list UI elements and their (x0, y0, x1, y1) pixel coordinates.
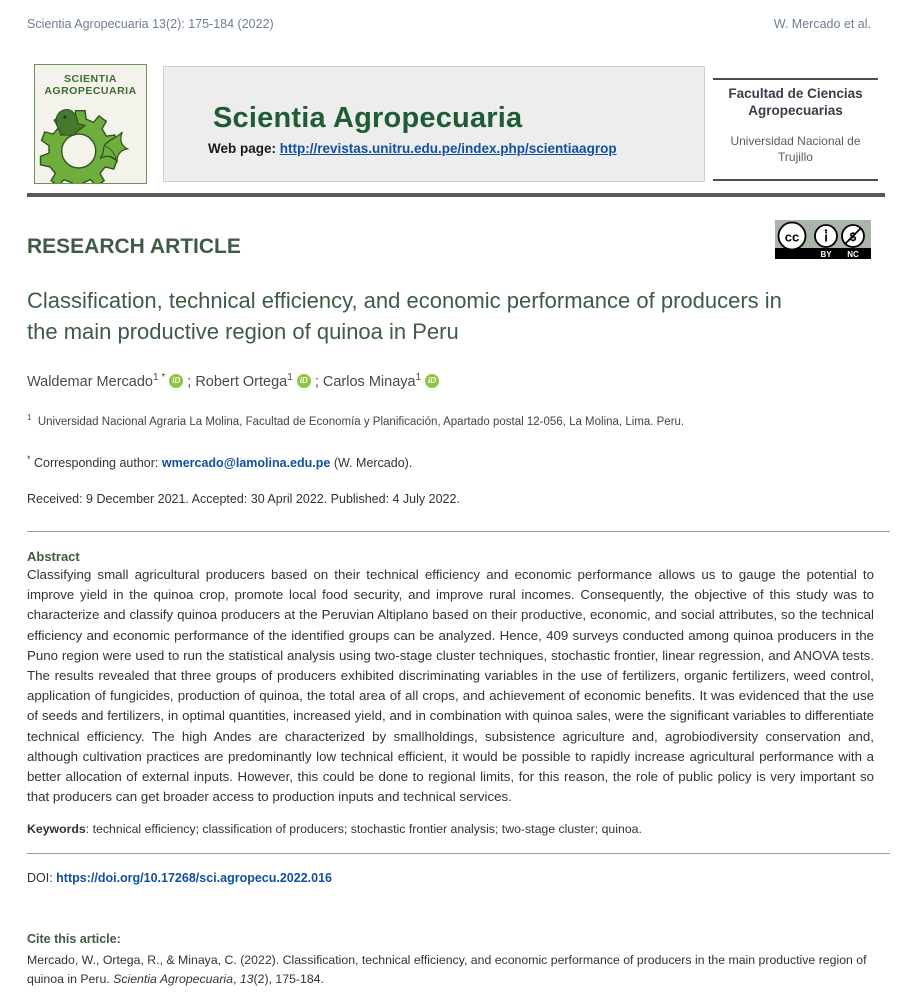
svg-text:i: i (824, 230, 828, 245)
svg-text:cc: cc (785, 230, 799, 245)
svg-text:BY: BY (820, 250, 832, 259)
svg-text:NC: NC (847, 250, 859, 259)
